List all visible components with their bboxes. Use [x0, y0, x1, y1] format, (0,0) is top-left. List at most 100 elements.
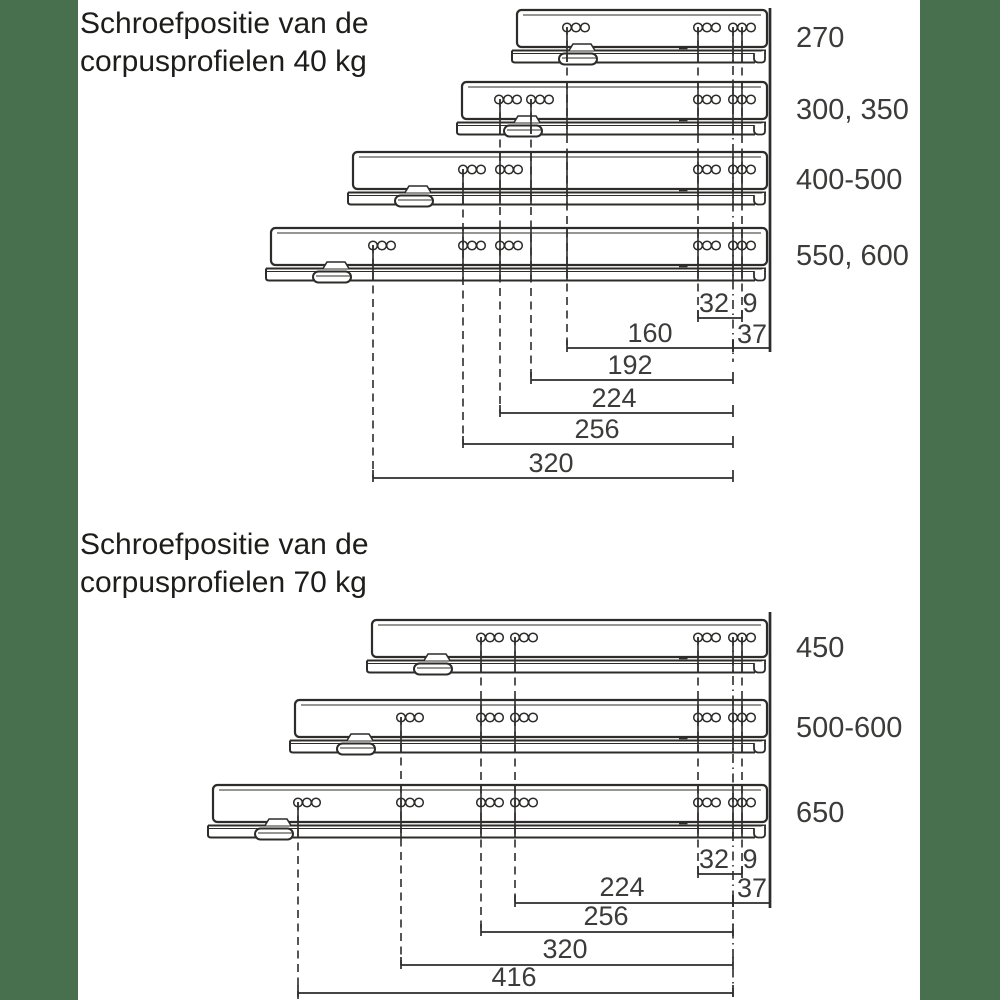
rail-400-500: [347, 150, 769, 208]
screw-hole: [579, 22, 591, 33]
screw-hole: [710, 240, 722, 251]
screw-hole: [475, 240, 487, 251]
screw-hole: [710, 797, 722, 808]
screw-hole: [466, 240, 478, 251]
dimension-value: 224: [599, 872, 644, 902]
page-left-band: [0, 0, 78, 1000]
dimension-9: 9: [742, 288, 757, 318]
screw-hole: [710, 94, 722, 105]
dimension-256: 256: [480, 901, 734, 936]
dimension-9: 9: [742, 844, 757, 874]
dimension-256: 256: [462, 414, 734, 448]
screw-hole: [518, 632, 530, 643]
rail-650: [207, 783, 769, 841]
dimension-224: 224: [514, 872, 734, 907]
screw-hole: [484, 712, 496, 723]
dimension-value: 256: [583, 901, 628, 931]
screw-hole: [511, 94, 523, 105]
dimension-value: 192: [607, 350, 652, 380]
dimension-value: 37: [737, 319, 767, 349]
rail-550-600: [265, 226, 769, 284]
rail-bottom-edge: [366, 660, 755, 674]
rail-hook: [753, 740, 766, 754]
screw-hole: [701, 712, 713, 723]
screw-hole: [466, 164, 478, 175]
screw-hole: [404, 712, 416, 723]
screw-hole: [413, 712, 425, 723]
section-40kg: Schroefpositie van de corpusprofielen 40 …: [80, 7, 909, 482]
rail-270: [511, 8, 769, 66]
screw-hole: [475, 164, 487, 175]
screw-hole: [493, 632, 505, 643]
section-title-line: Schroefpositie van de: [80, 7, 369, 40]
latch-handle: [254, 827, 294, 841]
screw-hole: [701, 94, 713, 105]
screw-hole: [518, 712, 530, 723]
rail-bottom-edge: [289, 740, 755, 754]
latch-bump: [322, 261, 350, 269]
rail-hook: [753, 268, 766, 282]
screw-hole: [701, 632, 713, 643]
rail-body: [351, 150, 769, 191]
rail-length-label: 650: [796, 797, 844, 829]
screw-hole: [745, 240, 757, 251]
latch-handle: [503, 124, 543, 138]
rail-length-label: 500-600: [796, 712, 902, 744]
latch-handle: [413, 662, 453, 676]
screw-hole: [710, 22, 722, 33]
screw-hole: [512, 164, 524, 175]
screw-hole: [502, 94, 514, 105]
latch-bump: [513, 115, 541, 123]
screw-hole: [493, 94, 505, 105]
screw-hole: [413, 797, 425, 808]
dimension-192: 192: [530, 350, 734, 384]
rail-hook: [753, 192, 766, 206]
rail-hook: [753, 660, 766, 674]
dimension-320: 320: [400, 934, 734, 969]
screw-hole: [404, 797, 416, 808]
dimension-value: 320: [528, 448, 573, 478]
screw-hole: [484, 632, 496, 643]
screw-hole: [527, 712, 539, 723]
rail-length-label: 550, 600: [796, 240, 909, 272]
screw-hole: [701, 797, 713, 808]
screw-hole: [745, 22, 757, 33]
screw-hole: [493, 797, 505, 808]
rail-hook: [753, 122, 766, 136]
screw-hole: [518, 797, 530, 808]
dimension-value: 256: [574, 414, 619, 444]
page-right-band: [920, 0, 1000, 1000]
section-title-line: Schroefpositie van de: [80, 528, 369, 561]
dimension-value: 32: [699, 844, 729, 874]
dimension-37: 37: [732, 319, 770, 352]
dimension-value: 160: [627, 318, 672, 348]
screw-hole: [745, 94, 757, 105]
rail-bottom-edge: [456, 122, 755, 136]
dimension-value: 416: [491, 962, 536, 992]
screw-hole: [745, 797, 757, 808]
rail-bottom-edge: [347, 192, 755, 206]
screw-hole: [493, 712, 505, 723]
rail-body: [515, 8, 769, 49]
screw-hole: [745, 164, 757, 175]
screw-hole: [745, 632, 757, 643]
screw-hole: [385, 240, 397, 251]
rail-hook: [753, 50, 766, 64]
rail-bottom-edge: [207, 825, 755, 839]
rail-length-label: 400-500: [796, 164, 902, 196]
screw-hole: [503, 164, 515, 175]
screw-hole: [710, 164, 722, 175]
screw-hole: [503, 240, 515, 251]
rail-300-350: [456, 80, 769, 138]
screw-hole: [701, 22, 713, 33]
dimension-320: 320: [372, 448, 734, 482]
rail-hook: [753, 825, 766, 839]
screw-hole: [310, 797, 322, 808]
rail-body: [460, 80, 769, 121]
rail-bottom-edge: [511, 50, 755, 64]
screw-hole: [301, 797, 313, 808]
latch-handle: [558, 52, 598, 66]
latch-bump: [404, 185, 432, 193]
dimension-value: 37: [737, 873, 767, 903]
rail-length-label: 300, 350: [796, 94, 909, 126]
